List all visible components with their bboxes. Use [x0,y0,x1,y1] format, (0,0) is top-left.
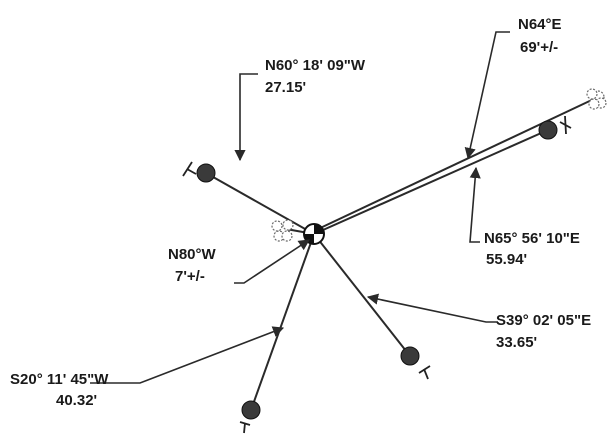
leader-n64e [464,31,510,160]
label-s39e-distance: 33.65' [496,334,537,351]
label-n60w-distance: 27.15' [265,79,306,96]
tick-mark-se [418,365,431,380]
label-n64e-distance: 69'+/- [520,39,558,56]
tie-line-s39e [313,233,411,357]
survey-control-point-icon [303,223,325,245]
tree-cloud-icon [586,88,607,110]
leader-n60w [234,73,258,162]
label-n80w-distance: 7'+/- [175,268,205,285]
tree-cloud-icon [271,219,294,242]
leader-n65e [469,166,481,243]
leader-s20w [90,326,285,384]
tie-line-n60w [205,172,315,235]
tie-line-n64e [315,97,597,231]
label-n65e-bearing: N65° 56' 10"E [484,230,580,247]
label-n60w-bearing: N60° 18' 09"W [265,57,366,74]
tick-mark-nw [182,161,197,177]
label-n64e-bearing: N64°E [518,16,562,33]
label-n80w-bearing: N80°W [168,246,217,263]
tick-mark-sw [239,421,251,434]
label-s39e-bearing: S39° 02' 05"E [496,312,591,329]
monument-dot-icon [400,346,420,366]
leader-n80w [234,239,310,284]
monument-dot-icon [196,163,216,183]
monument-dot-icon [538,120,558,140]
tie-line-s20w [250,233,315,411]
leader-s39e [366,293,498,323]
label-s20w-distance: 40.32' [56,392,97,409]
tie-line-n65e [313,129,549,235]
label-s20w-bearing: S20° 11' 45"W [10,371,109,388]
monument-dot-icon [241,400,261,420]
label-n65e-distance: 55.94' [486,251,527,268]
tick-mark-ne [559,115,572,135]
